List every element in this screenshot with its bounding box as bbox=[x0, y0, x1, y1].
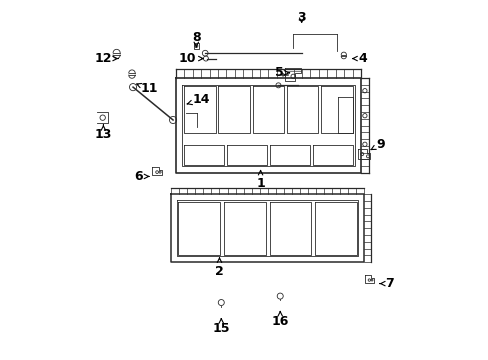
Text: 5: 5 bbox=[274, 66, 289, 79]
Text: 12: 12 bbox=[95, 52, 118, 65]
Text: 14: 14 bbox=[187, 93, 210, 106]
Text: 2: 2 bbox=[215, 258, 224, 278]
Text: 8: 8 bbox=[192, 31, 200, 47]
Text: 7: 7 bbox=[379, 277, 393, 290]
Text: 16: 16 bbox=[271, 311, 288, 328]
Text: 3: 3 bbox=[297, 11, 305, 24]
Text: 13: 13 bbox=[95, 125, 112, 141]
Text: 15: 15 bbox=[212, 319, 229, 335]
Text: 4: 4 bbox=[352, 52, 367, 65]
Text: 10: 10 bbox=[179, 52, 203, 65]
Text: 11: 11 bbox=[137, 82, 158, 95]
Text: 9: 9 bbox=[370, 138, 385, 151]
Text: 1: 1 bbox=[256, 171, 264, 190]
Text: 6: 6 bbox=[134, 170, 148, 183]
